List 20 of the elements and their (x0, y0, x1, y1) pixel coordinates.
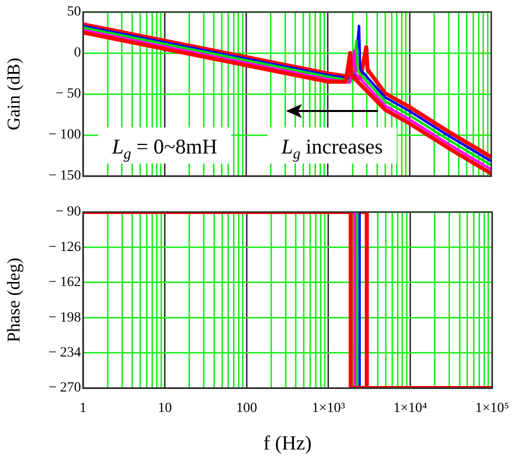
x-tick-label: 1×10⁴ (393, 401, 428, 416)
x-tick-label: 10 (158, 401, 172, 416)
y-axis-title: Gain (dB) (4, 58, 24, 130)
y-tick-label: − 100 (48, 128, 81, 143)
y-tick-label: − 198 (48, 310, 81, 326)
y-tick-label: − 150 (48, 168, 81, 184)
x-tick-label: 1×10⁵ (475, 401, 510, 416)
y-tick-label: − 126 (48, 240, 81, 255)
y-tick-label: 50 (67, 4, 81, 20)
y-tick-label: 0 (74, 46, 81, 61)
x-tick-label: 100 (236, 401, 258, 416)
y-tick-label: − 270 (48, 380, 81, 396)
y-tick-label: − 234 (48, 345, 81, 360)
y-axis-title: Phase (deg) (4, 258, 24, 342)
y-tick-label: − 50 (56, 86, 81, 102)
x-tick-label: 1×10³ (312, 401, 346, 416)
x-tick-label: 1 (80, 401, 86, 416)
y-tick-label: − 162 (48, 275, 81, 290)
y-tick-label: − 90 (56, 204, 81, 220)
x-axis-title: f (Hz) (263, 432, 312, 454)
